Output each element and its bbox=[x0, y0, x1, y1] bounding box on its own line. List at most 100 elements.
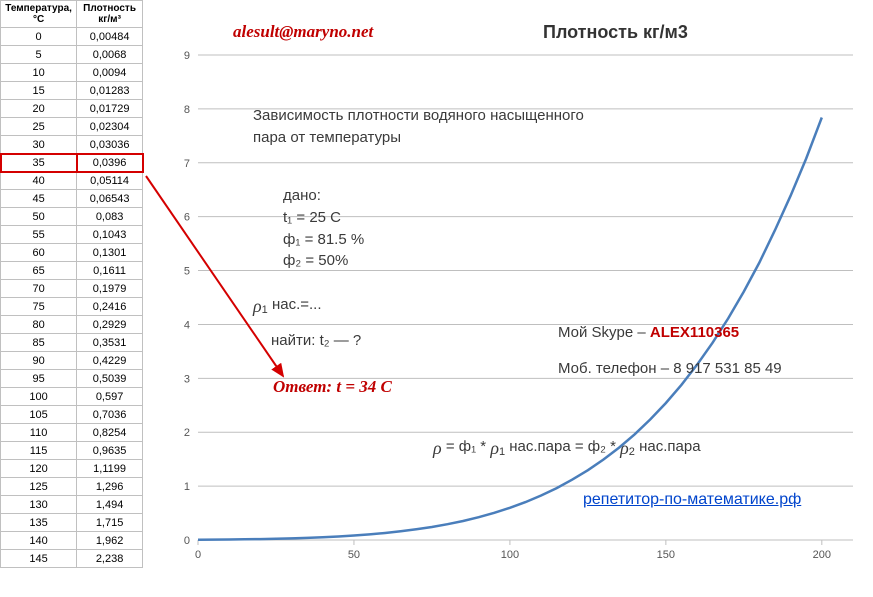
svg-text:150: 150 bbox=[657, 549, 675, 561]
cell-temp: 45 bbox=[1, 190, 77, 208]
cell-density: 0,2416 bbox=[77, 298, 143, 316]
cell-density: 0,00484 bbox=[77, 28, 143, 46]
cell-temp: 0 bbox=[1, 28, 77, 46]
cell-density: 0,03036 bbox=[77, 136, 143, 154]
table-row: 500,083 bbox=[1, 208, 143, 226]
formula-eq1: = ф₁ * bbox=[446, 438, 486, 455]
cell-density: 0,05114 bbox=[77, 172, 143, 190]
table-row: 650,1611 bbox=[1, 262, 143, 280]
cell-temp: 105 bbox=[1, 406, 77, 424]
table-row: 1452,238 bbox=[1, 550, 143, 568]
cell-temp: 80 bbox=[1, 316, 77, 334]
svg-text:8: 8 bbox=[184, 104, 190, 116]
table-row: 1000,597 bbox=[1, 388, 143, 406]
cell-temp: 70 bbox=[1, 280, 77, 298]
skype-line: Мой Skype – ALEX110365 bbox=[558, 322, 739, 344]
given-block: дано: t₁ = 25 C ф₁ = 81.5 % ф₂ = 50% bbox=[283, 185, 364, 272]
cell-temp: 135 bbox=[1, 514, 77, 532]
cell-temp: 40 bbox=[1, 172, 77, 190]
cell-temp: 130 bbox=[1, 496, 77, 514]
svg-text:0: 0 bbox=[184, 535, 190, 547]
given-label: дано: bbox=[283, 187, 321, 204]
formula-line: ρ = ф₁ * ρ1 нас.пара = ф₂ * ρ2 нас.пара bbox=[433, 432, 701, 461]
table-row: 700,1979 bbox=[1, 280, 143, 298]
chart-pane: 0123456789050100150200 alesult@maryno.ne… bbox=[143, 0, 873, 597]
cell-density: 1,962 bbox=[77, 532, 143, 550]
table-row: 800,2929 bbox=[1, 316, 143, 334]
cell-temp: 120 bbox=[1, 460, 77, 478]
cell-temp: 90 bbox=[1, 352, 77, 370]
subtitle-text: Зависимость плотности водяного насыщенно… bbox=[253, 105, 593, 149]
cell-temp: 5 bbox=[1, 46, 77, 64]
cell-temp: 75 bbox=[1, 298, 77, 316]
cell-density: 0,1611 bbox=[77, 262, 143, 280]
cell-density: 1,715 bbox=[77, 514, 143, 532]
tutor-link[interactable]: репетитор-по-математике.рф bbox=[583, 488, 801, 511]
rho-symbol-2: ρ bbox=[433, 435, 442, 461]
given-phi2: ф₂ = 50% bbox=[283, 252, 348, 269]
cell-temp: 60 bbox=[1, 244, 77, 262]
p1-nas-text: нас.=... bbox=[272, 296, 322, 313]
svg-text:1: 1 bbox=[184, 481, 190, 493]
cell-temp: 85 bbox=[1, 334, 77, 352]
table-row: 100,0094 bbox=[1, 64, 143, 82]
table-row: 150,01283 bbox=[1, 82, 143, 100]
cell-density: 0,1301 bbox=[77, 244, 143, 262]
svg-text:6: 6 bbox=[184, 212, 190, 224]
cell-density: 0,0068 bbox=[77, 46, 143, 64]
table-row: 900,4229 bbox=[1, 352, 143, 370]
svg-text:200: 200 bbox=[813, 549, 831, 561]
cell-temp: 115 bbox=[1, 442, 77, 460]
table-row: 1301,494 bbox=[1, 496, 143, 514]
table-row: 1100,8254 bbox=[1, 424, 143, 442]
cell-density: 0,9635 bbox=[77, 442, 143, 460]
cell-density: 0,5039 bbox=[77, 370, 143, 388]
cell-density: 0,0094 bbox=[77, 64, 143, 82]
table-row: 600,1301 bbox=[1, 244, 143, 262]
cell-temp: 10 bbox=[1, 64, 77, 82]
svg-text:7: 7 bbox=[184, 158, 190, 170]
svg-text:4: 4 bbox=[184, 319, 190, 331]
cell-temp: 35 bbox=[1, 154, 77, 172]
cell-temp: 125 bbox=[1, 478, 77, 496]
col-header-density: Плотность кг/м³ bbox=[77, 1, 143, 28]
table-row: 1150,9635 bbox=[1, 442, 143, 460]
table-row: 450,06543 bbox=[1, 190, 143, 208]
table-row: 950,5039 bbox=[1, 370, 143, 388]
cell-density: 0,597 bbox=[77, 388, 143, 406]
table-row: 400,05114 bbox=[1, 172, 143, 190]
cell-density: 0,8254 bbox=[77, 424, 143, 442]
table-row: 1401,962 bbox=[1, 532, 143, 550]
cell-density: 0,1979 bbox=[77, 280, 143, 298]
cell-temp: 100 bbox=[1, 388, 77, 406]
svg-text:9: 9 bbox=[184, 50, 190, 62]
cell-density: 0,01283 bbox=[77, 82, 143, 100]
svg-text:0: 0 bbox=[195, 549, 201, 561]
cell-density: 0,083 bbox=[77, 208, 143, 226]
table-row: 1201,1199 bbox=[1, 460, 143, 478]
cell-density: 1,494 bbox=[77, 496, 143, 514]
table-row: 750,2416 bbox=[1, 298, 143, 316]
cell-density: 0,02304 bbox=[77, 118, 143, 136]
col-header-temp: Температура, °С bbox=[1, 1, 77, 28]
density-table: Температура, °С Плотность кг/м³ 00,00484… bbox=[0, 0, 143, 568]
given-t1: t₁ = 25 C bbox=[283, 209, 341, 226]
table-row: 1351,715 bbox=[1, 514, 143, 532]
email-text: alesult@maryno.net bbox=[233, 22, 373, 42]
cell-temp: 65 bbox=[1, 262, 77, 280]
cell-temp: 140 bbox=[1, 532, 77, 550]
table-row: 1050,7036 bbox=[1, 406, 143, 424]
table-row: 00,00484 bbox=[1, 28, 143, 46]
p1-line: ρ1 нас.=... bbox=[253, 290, 322, 319]
cell-density: 0,7036 bbox=[77, 406, 143, 424]
table-row: 300,03036 bbox=[1, 136, 143, 154]
table-row: 50,0068 bbox=[1, 46, 143, 64]
formula-end: нас.пара bbox=[639, 438, 700, 455]
mobile-line: Моб. телефон – 8 917 531 85 49 bbox=[558, 358, 782, 380]
cell-density: 0,3531 bbox=[77, 334, 143, 352]
given-phi1: ф₁ = 81.5 % bbox=[283, 231, 364, 248]
find-line: найти: t₂ — ? bbox=[271, 330, 361, 352]
formula-mid: нас.пара = ф₂ * bbox=[509, 438, 616, 455]
svg-text:100: 100 bbox=[501, 549, 519, 561]
rho-symbol-1: ρ bbox=[253, 293, 262, 319]
